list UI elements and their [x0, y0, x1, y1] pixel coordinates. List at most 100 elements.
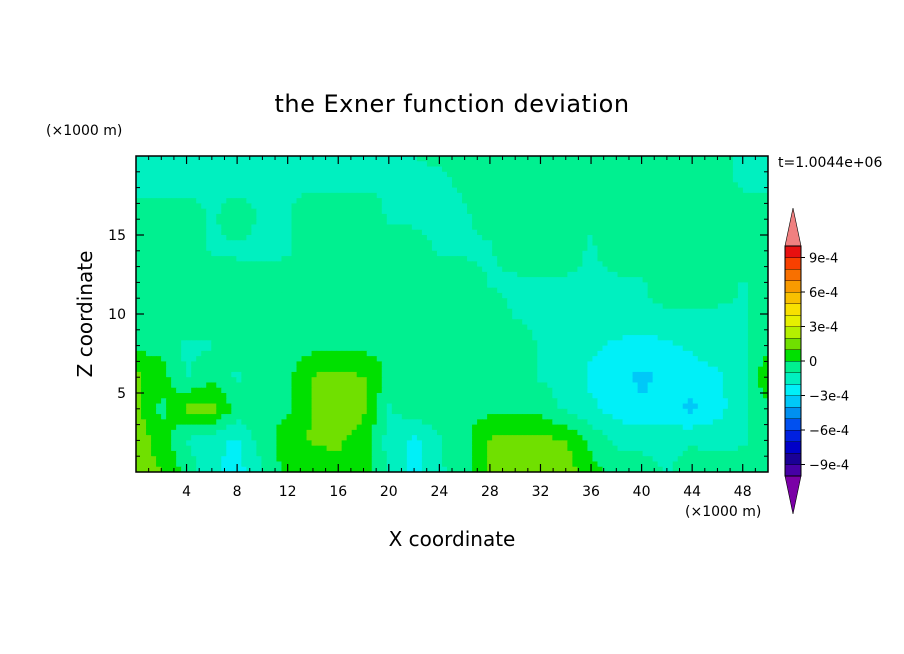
heatmap-cell [386, 266, 393, 273]
heatmap-cell [587, 245, 594, 252]
heatmap-cell [537, 256, 543, 262]
heatmap-cell [391, 177, 398, 183]
heatmap-cell [662, 177, 669, 183]
heatmap-cell [186, 187, 192, 194]
heatmap-cell [752, 161, 759, 168]
heatmap-cell [181, 271, 187, 278]
heatmap-cell [216, 235, 222, 241]
heatmap-cell [517, 314, 523, 320]
heatmap-cell [747, 266, 754, 273]
heatmap-cell [752, 187, 759, 194]
heatmap-cell [431, 235, 438, 241]
heatmap-cell [727, 329, 734, 336]
heatmap-cell [607, 156, 614, 162]
heatmap-cell [376, 287, 383, 294]
heatmap-cell [366, 240, 373, 247]
heatmap-cell [652, 303, 659, 310]
heatmap-cell [627, 335, 634, 341]
heatmap-cell [226, 224, 232, 231]
heatmap-cell [226, 250, 232, 257]
heatmap-cell [587, 213, 594, 220]
heatmap-cell [281, 335, 288, 341]
heatmap-cell [722, 213, 729, 220]
heatmap-cell [166, 192, 172, 199]
heatmap-cell [742, 314, 749, 320]
heatmap-cell [241, 298, 247, 305]
heatmap-cell [186, 266, 192, 273]
heatmap-cell [567, 324, 573, 331]
heatmap-cell [642, 345, 649, 352]
heatmap-cell [567, 229, 573, 236]
heatmap-cell [371, 229, 378, 236]
heatmap-cell [527, 314, 533, 320]
heatmap-cell [472, 224, 478, 231]
heatmap-cell [396, 161, 403, 168]
heatmap-cell [617, 224, 624, 231]
heatmap-cell [201, 298, 207, 305]
heatmap-cell [717, 182, 724, 189]
heatmap-cell [507, 182, 513, 189]
heatmap-cell [702, 224, 709, 231]
heatmap-cell [316, 277, 323, 283]
heatmap-cell [436, 282, 443, 289]
heatmap-cell [406, 250, 413, 257]
heatmap-cell [176, 198, 182, 204]
heatmap-cell [617, 340, 624, 347]
heatmap-cell [532, 298, 538, 305]
heatmap-cell [306, 282, 313, 289]
heatmap-cell [426, 250, 433, 257]
heatmap-cell [196, 245, 202, 252]
heatmap-cell [416, 182, 423, 189]
heatmap-cell [487, 166, 493, 173]
heatmap-cell [331, 208, 338, 215]
heatmap-cell [732, 203, 739, 210]
heatmap-cell [577, 224, 584, 231]
heatmap-cell [321, 335, 328, 341]
heatmap-cell [597, 198, 604, 204]
heatmap-cell [316, 198, 323, 204]
heatmap-cell [246, 292, 252, 299]
heatmap-cell [156, 198, 162, 204]
heatmap-cell [246, 319, 252, 326]
heatmap-cell [381, 319, 388, 326]
heatmap-cell [436, 308, 443, 315]
heatmap-cell [396, 192, 403, 199]
heatmap-cell [492, 256, 498, 262]
heatmap-cell [642, 161, 649, 168]
heatmap-cell [391, 361, 398, 368]
heatmap-cell [657, 277, 664, 283]
heatmap-cell [642, 261, 649, 268]
heatmap-cell [727, 271, 734, 278]
heatmap-cell [502, 245, 508, 252]
heatmap-cell [637, 282, 644, 289]
heatmap-cell [752, 235, 759, 241]
heatmap-cell [492, 261, 498, 268]
heatmap-cell [562, 250, 568, 257]
heatmap-cell [542, 308, 548, 315]
heatmap-cell [211, 292, 217, 299]
heatmap-cell [181, 240, 187, 247]
heatmap-cell [211, 319, 217, 326]
heatmap-cell [732, 245, 739, 252]
heatmap-cell [727, 250, 734, 257]
heatmap-cell [261, 198, 268, 204]
heatmap-cell [366, 171, 373, 178]
heatmap-cell [547, 177, 553, 183]
heatmap-cell [492, 208, 498, 215]
heatmap-cell [236, 266, 242, 273]
heatmap-cell [572, 156, 578, 162]
heatmap-cell [186, 271, 192, 278]
heatmap-cell [276, 250, 283, 257]
heatmap-cell [276, 203, 283, 210]
heatmap-cell [527, 361, 533, 368]
heatmap-cell [617, 282, 624, 289]
heatmap-cell [742, 356, 749, 362]
heatmap-cell [717, 256, 724, 262]
heatmap-cell [386, 314, 393, 320]
heatmap-cell [552, 187, 558, 194]
heatmap-cell [251, 240, 257, 247]
heatmap-cell [431, 177, 438, 183]
heatmap-cell [216, 340, 222, 347]
heatmap-cell [221, 177, 227, 183]
heatmap-cell [446, 266, 453, 273]
